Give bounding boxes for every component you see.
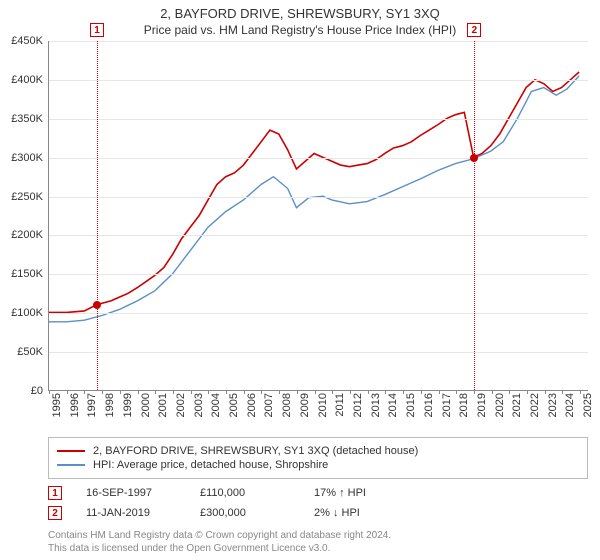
x-tick-label: 2002: [175, 393, 187, 417]
x-tick-label: 2022: [529, 393, 541, 417]
x-tick-label: 2010: [317, 393, 329, 417]
x-tick-label: 2017: [441, 393, 453, 417]
x-tick-label: 2008: [281, 393, 293, 417]
event-marker-2: 2: [48, 506, 62, 520]
y-tick-label: £200K: [11, 229, 49, 241]
event-date-1: 16-SEP-1997: [86, 487, 176, 499]
y-tick-label: £100K: [11, 307, 49, 319]
x-tick-label: 2014: [387, 393, 399, 417]
x-tick-label: 2000: [140, 393, 152, 417]
x-tick-label: 2016: [423, 393, 435, 417]
x-tick-label: 2015: [405, 393, 417, 417]
y-tick-label: £400K: [11, 74, 49, 86]
x-tick-label: 2018: [458, 393, 470, 417]
x-axis-labels: 1995 1996 1997 1998 1999 2000 2001 2002 2003 2004…: [48, 391, 588, 429]
event-table: 1 16-SEP-1997 £110,000 17% ↑ HPI 2 11-JA…: [48, 483, 588, 523]
x-tick-label: 2020: [494, 393, 506, 417]
event-vline: [474, 41, 475, 390]
legend-swatch-hpi: [57, 464, 85, 466]
x-tick-label: 2009: [299, 393, 311, 417]
gridline: [49, 80, 588, 81]
x-tick-label: 1995: [51, 393, 63, 417]
x-tick-label: 2021: [511, 393, 523, 417]
x-tick-label: 2013: [370, 393, 382, 417]
x-tick-label: 2004: [210, 393, 222, 417]
line-layer: [49, 41, 588, 390]
event-dot: [93, 301, 101, 309]
y-tick-label: £0: [31, 385, 49, 397]
series-line-price_paid: [49, 72, 579, 312]
event-row-2: 2 11-JAN-2019 £300,000 2% ↓ HPI: [48, 503, 588, 523]
y-tick-label: £300K: [11, 152, 49, 164]
y-tick-label: £250K: [11, 191, 49, 203]
footer-attribution: Contains HM Land Registry data © Crown c…: [48, 529, 588, 555]
legend-box: 2, BAYFORD DRIVE, SHREWSBURY, SY1 3XQ (d…: [48, 437, 588, 479]
gridline: [49, 119, 588, 120]
event-price-1: £110,000: [200, 487, 290, 499]
x-tick-label: 2005: [228, 393, 240, 417]
event-marker-box: 1: [90, 23, 104, 37]
chart-plot-area: £0£50K£100K£150K£200K£250K£300K£350K£400…: [48, 41, 588, 391]
event-date-2: 11-JAN-2019: [86, 507, 176, 519]
footer-line-1: Contains HM Land Registry data © Crown c…: [48, 529, 588, 542]
gridline: [49, 235, 588, 236]
chart-container: 2, BAYFORD DRIVE, SHREWSBURY, SY1 3XQ Pr…: [0, 0, 600, 560]
x-tick-label: 2019: [476, 393, 488, 417]
event-vline: [97, 41, 98, 390]
plot-surface: £0£50K£100K£150K£200K£250K£300K£350K£400…: [48, 41, 588, 391]
x-tick-label: 2011: [334, 393, 346, 417]
x-tick-label: 2006: [246, 393, 258, 417]
y-tick-label: £350K: [11, 113, 49, 125]
y-tick-label: £50K: [17, 346, 49, 358]
gridline: [49, 197, 588, 198]
legend-item-hpi: HPI: Average price, detached house, Shro…: [57, 458, 579, 472]
legend-label-price-paid: 2, BAYFORD DRIVE, SHREWSBURY, SY1 3XQ (d…: [93, 445, 418, 457]
y-tick-label: £150K: [11, 268, 49, 280]
legend-item-price-paid: 2, BAYFORD DRIVE, SHREWSBURY, SY1 3XQ (d…: [57, 444, 579, 458]
x-tick-label: 2007: [263, 393, 275, 417]
legend-swatch-price-paid: [57, 450, 85, 452]
gridline: [49, 274, 588, 275]
event-marker-1: 1: [48, 486, 62, 500]
gridline: [49, 313, 588, 314]
x-tick-label: 1996: [69, 393, 81, 417]
event-delta-2: 2% ↓ HPI: [314, 507, 404, 519]
chart-title: 2, BAYFORD DRIVE, SHREWSBURY, SY1 3XQ: [0, 0, 600, 21]
x-tick-label: 2012: [352, 393, 364, 417]
x-tick-label: 2001: [157, 393, 169, 417]
event-row-1: 1 16-SEP-1997 £110,000 17% ↑ HPI: [48, 483, 588, 503]
event-marker-box: 2: [467, 23, 481, 37]
x-tick-label: 2023: [547, 393, 559, 417]
gridline: [49, 41, 588, 42]
event-price-2: £300,000: [200, 507, 290, 519]
footer-line-2: This data is licensed under the Open Gov…: [48, 542, 588, 555]
x-tick-label: 2003: [193, 393, 205, 417]
x-tick-label: 2024: [564, 393, 576, 417]
y-tick-label: £450K: [11, 35, 49, 47]
gridline: [49, 158, 588, 159]
x-tick-label: 1997: [86, 393, 98, 417]
x-tick-label: 1998: [104, 393, 116, 417]
series-line-hpi: [49, 76, 579, 322]
gridline: [49, 352, 588, 353]
legend-label-hpi: HPI: Average price, detached house, Shro…: [93, 459, 328, 471]
x-tick-label: 2025: [582, 393, 594, 417]
event-delta-1: 17% ↑ HPI: [314, 487, 404, 499]
x-tick-label: 1999: [122, 393, 134, 417]
event-dot: [470, 154, 478, 162]
